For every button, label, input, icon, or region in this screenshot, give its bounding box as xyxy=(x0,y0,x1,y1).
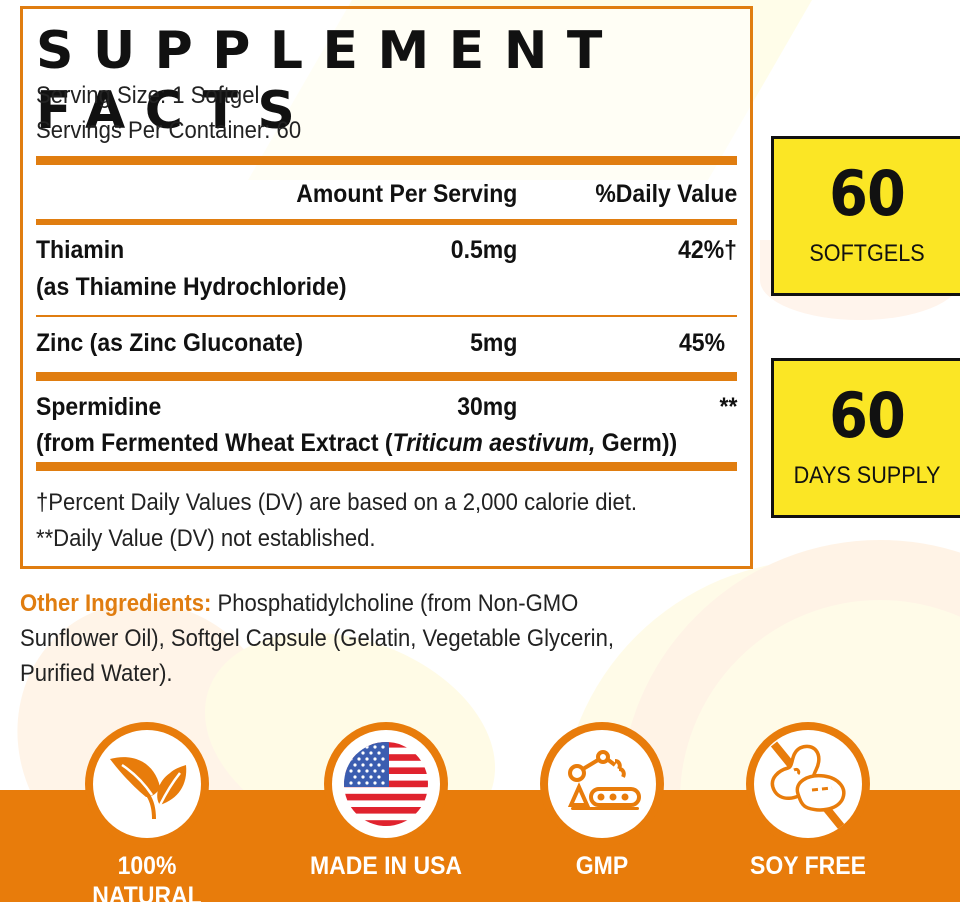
softgel-count-badge: 60 SOFTGELS xyxy=(771,136,960,296)
feature-label: MADE IN USA xyxy=(309,852,463,880)
header-amount-per-serving: Amount Per Serving xyxy=(295,180,517,208)
feature-made-in-usa: MADE IN USA xyxy=(296,720,476,900)
other-ingredients: Other Ingredients: Phosphatidylcholine (… xyxy=(20,586,780,691)
badge-number: 60 xyxy=(829,157,906,230)
divider-thin xyxy=(36,315,737,317)
us-flag-icon xyxy=(344,742,428,826)
leaf-icon xyxy=(110,757,187,820)
feature-label: SOY FREE xyxy=(750,852,866,880)
feature-icon-circle xyxy=(324,722,448,846)
other-ingredients-line: Purified Water). xyxy=(20,660,173,687)
feature-icon-circle xyxy=(85,722,209,846)
nutrient-daily-value: 42%† xyxy=(678,236,737,264)
feature-label: 100% NATURAL xyxy=(92,852,202,902)
divider-thick xyxy=(36,372,737,381)
nutrient-amount: 0.5mg xyxy=(450,236,517,264)
other-ingredients-line: Sunflower Oil), Softgel Capsule (Gelatin… xyxy=(20,625,615,652)
feature-icon-circle xyxy=(540,722,664,846)
divider-medium xyxy=(36,219,737,225)
days-supply-badge: 60 DAYS SUPPLY xyxy=(771,358,960,518)
feature-gmp: GMP xyxy=(512,720,692,900)
nutrient-source: (from Fermented Wheat Extract (Triticum … xyxy=(36,425,677,462)
nutrient-name: Thiamin xyxy=(36,236,125,264)
divider-thick xyxy=(36,462,737,471)
panel-title: SUPPLEMENT FACTS xyxy=(36,21,622,141)
feature-icon-circle xyxy=(746,722,870,846)
no-soy-beans-icon xyxy=(770,741,848,833)
feature-label: GMP xyxy=(575,852,629,880)
badge-label: DAYS SUPPLY xyxy=(793,462,941,489)
nutrient-daily-value: 45% xyxy=(678,329,725,357)
feature-natural: 100% NATURAL xyxy=(57,720,237,902)
header-daily-value: %Daily Value xyxy=(595,180,737,208)
nutrient-amount: 30mg xyxy=(456,393,517,421)
badge-label: SOFTGELS xyxy=(809,240,925,267)
robot-arm-conveyor-icon xyxy=(567,750,641,810)
other-ingredients-label: Other Ingredients: xyxy=(20,590,212,617)
nutrient-daily-value: ** xyxy=(719,393,737,421)
nutrient-source: (as Thiamine Hydrochloride) xyxy=(36,273,347,301)
serving-size: Serving Size: 1 Softgel xyxy=(36,82,260,109)
other-ingredients-text: Phosphatidylcholine (from Non-GMO xyxy=(211,590,579,617)
other-ingredients-line: Other Ingredients: Phosphatidylcholine (… xyxy=(20,586,719,621)
divider-thick xyxy=(36,156,737,165)
badge-number: 60 xyxy=(829,379,906,452)
source-prefix: (from Fermented Wheat Extract ( xyxy=(36,429,393,457)
nutrient-name: Spermidine xyxy=(36,393,162,421)
source-latin-name: Triticum aestivum, xyxy=(392,429,596,457)
feature-soy-free: SOY FREE xyxy=(718,720,898,900)
source-suffix: Germ)) xyxy=(595,429,678,457)
supplement-facts-panel: SUPPLEMENT FACTS Serving Size: 1 Softgel… xyxy=(20,6,753,569)
footnote-dv-not-established: **Daily Value (DV) not established. xyxy=(36,525,376,552)
servings-per-container: Servings Per Container: 60 xyxy=(36,117,302,144)
footnote-dv-basis: †Percent Daily Values (DV) are based on … xyxy=(36,489,637,516)
nutrient-amount: 5mg xyxy=(469,329,517,357)
nutrient-name: Zinc (as Zinc Gluconate) xyxy=(36,329,304,357)
